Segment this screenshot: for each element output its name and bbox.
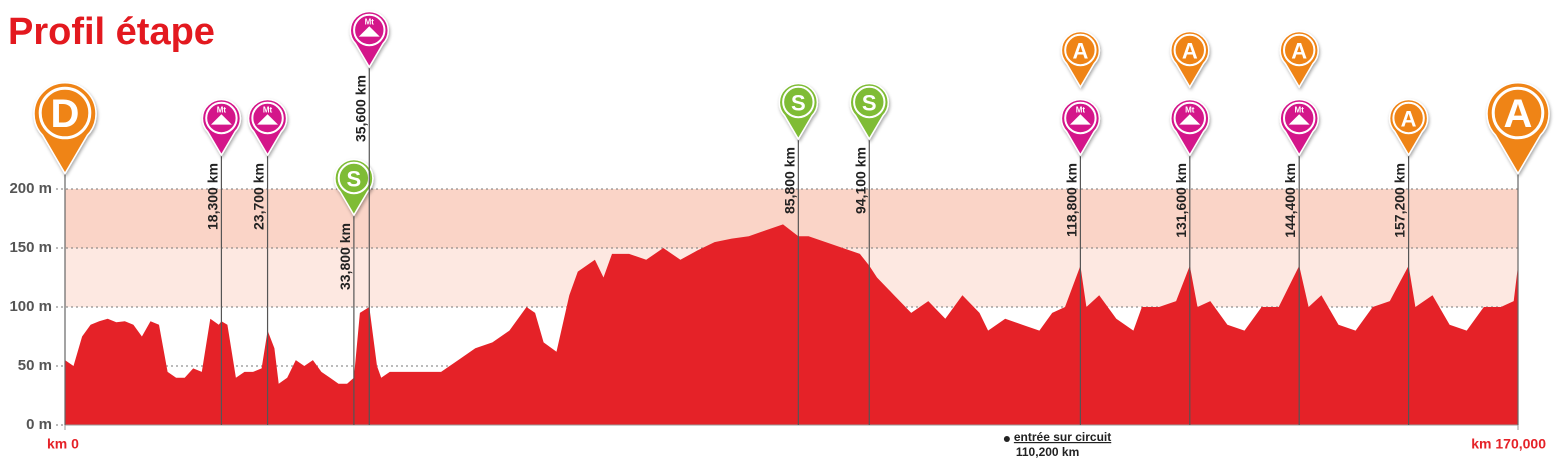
pin-mountain — [1179, 114, 1201, 125]
elevation-area — [65, 224, 1518, 425]
pin-ring — [1282, 101, 1316, 135]
pin: S — [778, 82, 819, 141]
pin-text: A — [1291, 39, 1307, 64]
pin-text: A — [1182, 39, 1198, 64]
marker-label: 23,700 km — [251, 163, 267, 230]
pin-text: Mt — [263, 106, 273, 115]
pin-mountain — [210, 114, 232, 125]
y-tick-label: 200 m — [9, 180, 52, 197]
pin-ring — [251, 101, 284, 135]
x-tick-label: km 170,000 — [1471, 436, 1546, 452]
chart-title: Profil étape — [8, 11, 215, 53]
pin-ring — [782, 85, 815, 119]
marker-label: 157,200 km — [1392, 163, 1408, 238]
pin-text: Mt — [217, 106, 227, 115]
pin-text: S — [791, 91, 806, 116]
pin-text: Mt — [365, 18, 375, 27]
pin-shape — [201, 98, 242, 157]
pin: Mt — [1060, 98, 1101, 157]
x-tick-label: km 0 — [47, 436, 79, 452]
marker-label: 144,400 km — [1282, 163, 1298, 238]
pin: S — [334, 158, 374, 217]
y-tick-label: 100 m — [9, 298, 52, 315]
pin: A — [1486, 82, 1550, 175]
pin: Mt — [1170, 98, 1210, 157]
pin-ring — [1392, 101, 1425, 135]
y-tick-label: 0 m — [26, 416, 52, 433]
pin-ring — [1173, 101, 1206, 135]
marker-label: 85,800 km — [781, 147, 797, 214]
pin-shape — [778, 82, 819, 141]
pin: Mt — [247, 98, 288, 157]
pin-text: S — [862, 91, 877, 116]
pin-text: S — [347, 167, 362, 192]
pin-shape — [1170, 30, 1210, 89]
pin: Mt — [349, 10, 390, 69]
pin-text: A — [1401, 107, 1417, 132]
pin-text: Mt — [1185, 106, 1195, 115]
pin-mountain — [1288, 114, 1310, 125]
pin-shape — [247, 98, 288, 157]
pin-shape — [1279, 30, 1319, 89]
marker-label: 35,600 km — [352, 75, 368, 142]
pin: A — [1170, 30, 1210, 89]
pin-shape — [1279, 98, 1319, 157]
pin-shape — [1388, 98, 1429, 157]
pin-ring — [38, 86, 92, 140]
pin-text: Mt — [1076, 106, 1086, 115]
pin-shape — [334, 158, 374, 217]
pin: D — [33, 82, 97, 175]
pin: Mt — [1279, 98, 1319, 157]
pin: Mt — [201, 98, 242, 157]
pin-ring — [205, 101, 238, 135]
marker-label: 18,300 km — [204, 163, 220, 230]
pin-mountain — [1069, 114, 1091, 125]
pin-ring — [1064, 101, 1097, 135]
pin-text: Mt — [1295, 106, 1305, 115]
pin-ring — [1282, 33, 1316, 67]
pin-shape — [33, 82, 97, 175]
y-tick-label: 150 m — [9, 239, 52, 256]
pin-ring — [853, 85, 886, 119]
pin-text: A — [1072, 39, 1088, 64]
pin-mountain — [358, 26, 380, 37]
pin: A — [1060, 30, 1101, 89]
pin-shape — [1060, 98, 1101, 157]
annotation-text: entrée sur circuit — [1014, 430, 1111, 444]
marker-label: 94,100 km — [852, 147, 868, 214]
pin-text: D — [51, 92, 80, 136]
pin-ring — [1064, 33, 1097, 67]
pin: S — [849, 82, 890, 141]
pin-mountain — [257, 114, 279, 125]
marker-label: 118,800 km — [1063, 163, 1079, 237]
pin-ring — [1173, 33, 1206, 67]
pin-text: A — [1504, 92, 1533, 136]
pin-shape — [1170, 98, 1210, 157]
pin: A — [1388, 98, 1429, 157]
pin-shape — [349, 10, 390, 69]
pin-shape — [1060, 30, 1101, 89]
y-tick-label: 50 m — [18, 357, 52, 374]
annotation-label: 110,200 km — [1016, 445, 1079, 459]
marker-label: 33,800 km — [337, 223, 353, 290]
pin-ring — [353, 13, 386, 47]
pin-ring — [1491, 86, 1545, 140]
annotation-dot — [1003, 436, 1010, 442]
pin-shape — [1486, 82, 1550, 175]
marker-label: 131,600 km — [1173, 163, 1189, 238]
pin-shape — [849, 82, 890, 141]
pin: A — [1279, 30, 1319, 89]
